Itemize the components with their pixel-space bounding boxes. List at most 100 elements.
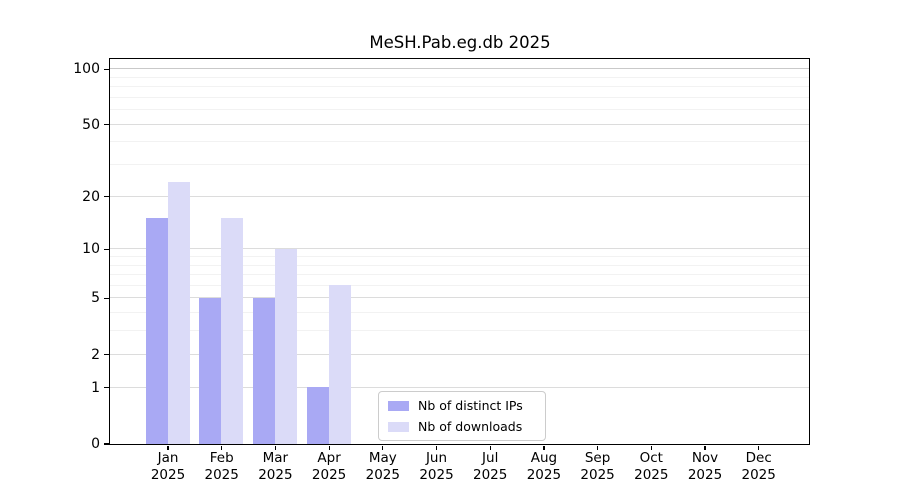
legend-item-downloads: Nb of downloads — [388, 419, 536, 434]
x-tick-month: Jan — [157, 450, 179, 466]
x-tick-label-aug: Aug 2025 — [516, 450, 572, 484]
x-tick-year: 2025 — [419, 467, 454, 483]
y-tick-mark — [104, 248, 109, 250]
y-tick-label: 2 — [91, 346, 100, 363]
x-tick-year: 2025 — [204, 467, 239, 483]
y-tick-mark — [104, 124, 109, 126]
y-tick-mark — [104, 443, 109, 445]
x-tick-label-mar: Mar 2025 — [247, 450, 303, 484]
legend-swatch-distinct-ips-icon — [388, 400, 409, 411]
minor-gridline — [109, 256, 809, 257]
x-tick-year: 2025 — [741, 467, 776, 483]
x-tick-label-sep: Sep 2025 — [570, 450, 626, 484]
legend-label-distinct-ips: Nb of distinct IPs — [418, 398, 523, 413]
y-tick-mark — [104, 68, 109, 70]
x-tick-month: Sep — [584, 450, 611, 466]
minor-gridline — [109, 76, 809, 78]
x-tick-month: Aug — [530, 450, 558, 466]
x-tick-mark — [489, 445, 491, 450]
x-tick-month: Oct — [639, 450, 663, 466]
x-tick-label-apr: Apr 2025 — [301, 450, 357, 484]
major-gridline — [109, 123, 809, 125]
x-tick-year: 2025 — [473, 467, 508, 483]
y-tick-mark — [104, 387, 109, 389]
x-tick-year: 2025 — [258, 467, 293, 483]
bar-distinct-ips-feb — [199, 298, 222, 444]
x-tick-mark — [167, 445, 169, 450]
x-tick-label-may: May 2025 — [355, 450, 411, 484]
minor-gridline — [109, 86, 809, 88]
x-tick-mark — [382, 445, 384, 450]
x-tick-mark — [328, 445, 330, 450]
x-tick-year: 2025 — [687, 467, 723, 483]
x-tick-mark — [435, 445, 438, 450]
x-tick-label-jul: Jul 2025 — [462, 450, 518, 484]
bar-downloads-jan — [167, 182, 190, 444]
minor-gridline — [109, 96, 809, 98]
x-tick-mark — [597, 445, 599, 450]
x-tick-month: May — [368, 450, 397, 466]
y-tick-mark — [104, 297, 109, 300]
bar-distinct-ips-mar — [252, 298, 275, 444]
major-gridline — [109, 248, 809, 250]
major-gridline — [109, 353, 809, 355]
x-tick-mark — [650, 445, 652, 450]
x-tick-mark — [758, 445, 760, 450]
chart-title: MeSH.Pab.eg.db 2025 — [369, 33, 551, 52]
x-tick-month: Jul — [482, 450, 499, 466]
minor-gridline — [109, 274, 809, 276]
x-tick-month: Mar — [262, 450, 289, 466]
x-tick-mark — [543, 445, 545, 450]
minor-gridline — [109, 141, 809, 143]
x-tick-year: 2025 — [634, 467, 669, 483]
x-tick-label-oct: Oct 2025 — [623, 450, 679, 484]
x-tick-month: Feb — [209, 450, 234, 466]
x-tick-label-jun: Jun 2025 — [409, 450, 465, 484]
y-tick-label: 100 — [73, 61, 100, 78]
bar-distinct-ips-jan — [145, 218, 168, 444]
legend-item-distinct-ips: Nb of distinct IPs — [388, 398, 536, 413]
x-tick-mark — [704, 445, 706, 450]
x-tick-month: Apr — [317, 450, 341, 466]
y-tick-mark — [104, 354, 109, 356]
y-tick-label: 0 — [91, 436, 100, 452]
x-tick-year: 2025 — [526, 467, 562, 483]
x-tick-label-feb: Feb 2025 — [194, 450, 250, 484]
minor-gridline — [109, 284, 809, 286]
major-gridline — [109, 195, 809, 197]
x-tick-month: Nov — [691, 450, 719, 466]
bar-downloads-mar — [274, 248, 297, 444]
x-tick-mark — [274, 445, 277, 450]
legend-label-downloads: Nb of downloads — [418, 419, 523, 434]
y-tick-label: 10 — [82, 241, 100, 258]
x-tick-month: Jun — [425, 450, 448, 466]
bar-downloads-apr — [328, 285, 351, 444]
major-gridline — [109, 297, 809, 299]
plot-area — [108, 57, 810, 445]
x-tick-year: 2025 — [150, 467, 186, 483]
x-tick-label-jan: Jan 2025 — [140, 450, 196, 484]
x-tick-month: Dec — [745, 450, 772, 466]
y-tick-label: 5 — [91, 290, 100, 307]
bar-downloads-feb — [221, 218, 244, 444]
x-tick-year: 2025 — [311, 467, 347, 483]
legend: Nb of distinct IPs Nb of downloads — [378, 391, 546, 441]
minor-gridline — [109, 330, 809, 332]
x-tick-label-nov: Nov 2025 — [677, 450, 733, 484]
legend-swatch-downloads-icon — [388, 421, 409, 432]
y-tick-mark — [104, 196, 109, 198]
x-tick-year: 2025 — [365, 467, 400, 483]
major-gridline — [109, 386, 809, 388]
y-tick-label: 1 — [91, 379, 100, 396]
x-tick-mark — [221, 445, 223, 450]
y-tick-label: 50 — [82, 116, 100, 133]
minor-gridline — [109, 312, 809, 314]
minor-gridline — [109, 164, 809, 166]
minor-gridline — [109, 109, 809, 111]
bar-distinct-ips-apr — [306, 387, 329, 444]
x-tick-label-dec: Dec 2025 — [731, 450, 787, 484]
y-tick-label: 20 — [82, 188, 100, 205]
major-gridline — [109, 68, 809, 70]
x-tick-year: 2025 — [580, 467, 615, 483]
